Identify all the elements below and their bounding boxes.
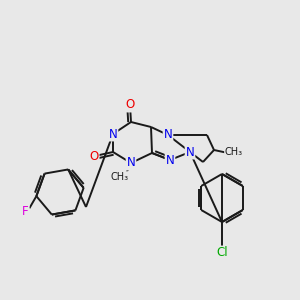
Text: O: O: [125, 98, 135, 112]
Text: Cl: Cl: [216, 247, 228, 260]
Text: N: N: [109, 128, 117, 140]
Text: CH₃: CH₃: [111, 172, 129, 182]
Text: CH₃: CH₃: [225, 147, 243, 157]
Text: N: N: [166, 154, 174, 166]
Text: N: N: [186, 146, 194, 158]
Text: N: N: [127, 157, 135, 169]
Text: N: N: [164, 128, 172, 142]
Text: O: O: [89, 149, 99, 163]
Text: F: F: [22, 205, 29, 218]
